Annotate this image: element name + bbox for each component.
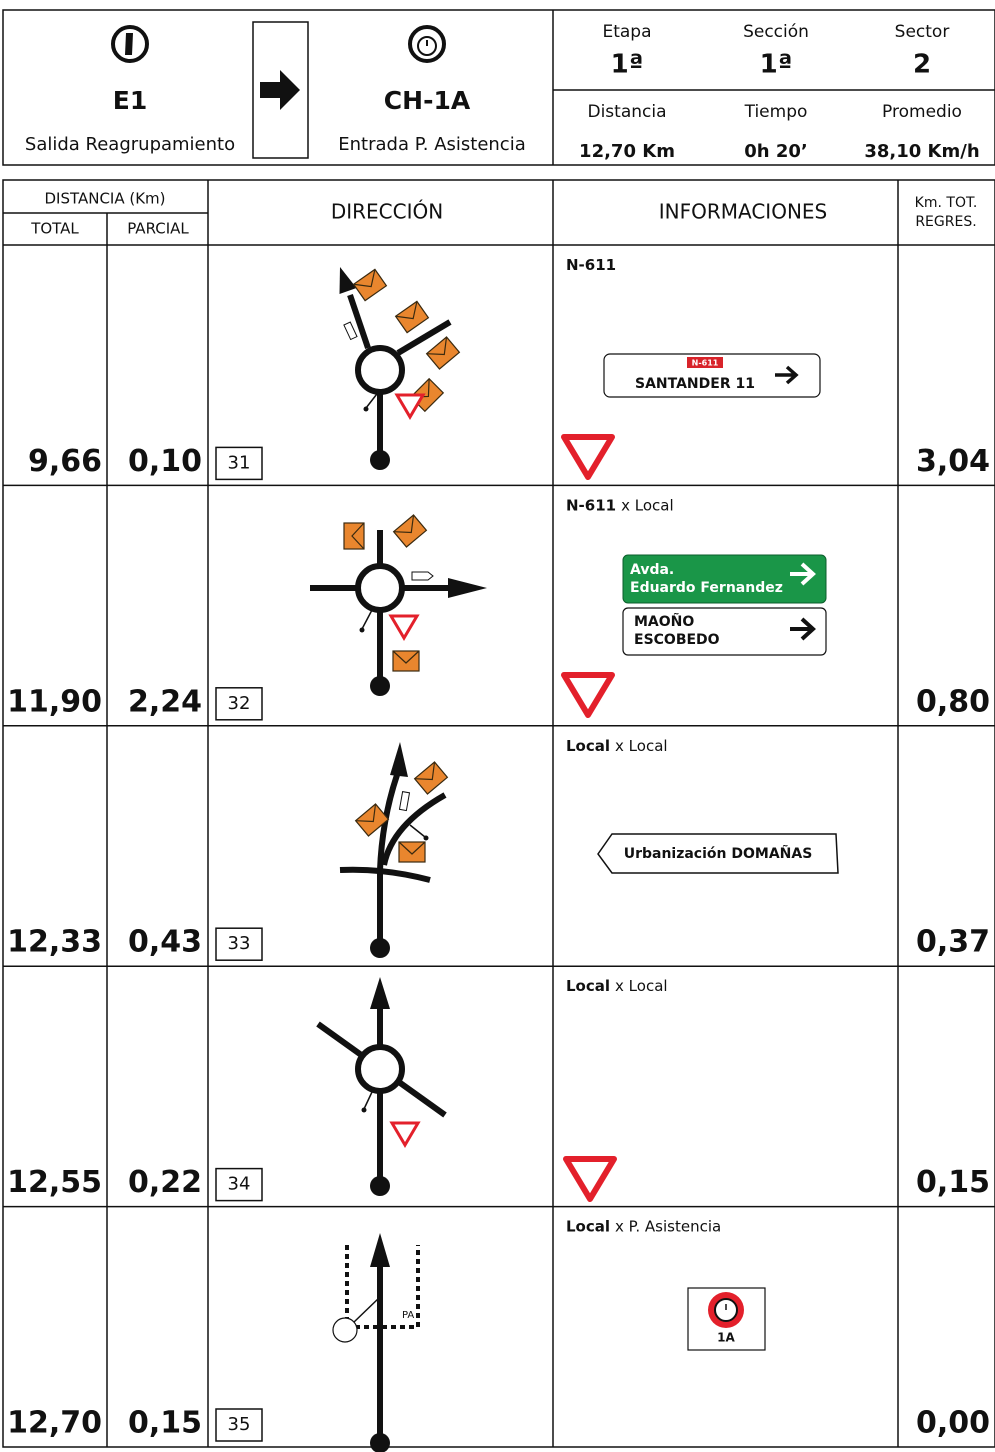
info-signs: 1A <box>687 1287 766 1351</box>
total-distance: 12,33 <box>7 925 102 960</box>
sign-text: Urbanización DOMAÑAS <box>624 845 813 862</box>
info-signs: Urbanización DOMAÑAS <box>597 833 839 874</box>
road-info: Local x P. Asistencia <box>566 1217 721 1235</box>
total-distance: 12,55 <box>7 1165 102 1200</box>
step-box <box>215 687 263 721</box>
sign-text: ESCOBEDO <box>634 632 720 648</box>
col-distance: DISTANCIA (Km) <box>44 190 165 208</box>
partial-distance: 2,24 <box>128 684 202 719</box>
step-number: 33 <box>228 933 251 954</box>
diagram-label: PA <box>402 1310 414 1321</box>
remaining-distance: 0,15 <box>916 1165 990 1200</box>
stat-value: 2 <box>913 50 931 80</box>
partial-distance: 0,15 <box>128 1406 202 1441</box>
stat-label: Distancia <box>587 102 666 122</box>
sign-text: Eduardo Fernandez <box>630 580 783 596</box>
sign-text: SANTANDER 11 <box>635 376 755 392</box>
end-code: CH-1A <box>384 86 471 115</box>
road-detail: x Local <box>615 736 668 754</box>
road: Local <box>566 1217 610 1235</box>
diagram <box>310 514 487 696</box>
diagram <box>339 267 460 470</box>
road-detail: x P. Asistencia <box>615 1217 721 1235</box>
road-info: N-611 <box>566 256 616 274</box>
step-number: 32 <box>228 693 251 714</box>
step-box <box>215 1167 263 1202</box>
partial-distance: 0,22 <box>128 1165 202 1200</box>
col-remaining: REGRES. <box>915 214 976 230</box>
diagram <box>339 742 448 958</box>
road-detail: x Local <box>621 496 674 514</box>
col-info: INFORMACIONES <box>659 200 828 224</box>
stat-label: Etapa <box>602 22 651 42</box>
stat-label: Sector <box>895 22 950 42</box>
step-number: 35 <box>228 1414 251 1435</box>
remaining-distance: 0,00 <box>916 1406 990 1441</box>
partial-distance: 0,10 <box>128 444 202 479</box>
col-direction: DIRECCIÓN <box>331 200 443 224</box>
total-distance: 11,90 <box>7 684 102 719</box>
col-total: TOTAL <box>30 220 79 238</box>
header: E1 Salida Reagrupamiento CH-1A Entrada P… <box>2 9 995 166</box>
stat-label: Tiempo <box>744 102 808 122</box>
step-number: 31 <box>228 452 251 473</box>
diagram <box>316 977 447 1196</box>
diagram: PA <box>332 1233 420 1452</box>
road: N-611 <box>566 496 616 514</box>
sign-text: MAOÑO <box>634 613 694 630</box>
step-box <box>215 1408 263 1442</box>
stat-label: Sección <box>743 22 809 42</box>
stat-value: 38,10 Km/h <box>864 141 979 162</box>
road: N-611 <box>566 256 616 274</box>
col-partial: PARCIAL <box>127 220 189 238</box>
step-box <box>215 446 263 481</box>
remaining-distance: 0,37 <box>916 925 990 960</box>
road-detail: x Local <box>615 977 668 995</box>
road: Local <box>566 736 610 754</box>
col-remaining: Km. TOT. <box>915 195 978 211</box>
total-distance: 9,66 <box>28 444 102 479</box>
stat-value: 12,70 Km <box>579 141 675 162</box>
total-distance: 12,70 <box>7 1406 102 1441</box>
road: Local <box>566 977 610 995</box>
partial-distance: 0,43 <box>128 925 202 960</box>
start-code: E1 <box>113 86 147 115</box>
arrow <box>260 70 300 110</box>
road-info: N-611 x Local <box>566 496 674 514</box>
road-info: Local x Local <box>566 736 668 754</box>
info-signs <box>566 1159 614 1199</box>
info-signs: Avda. Eduardo Fernandez MAOÑO ESCOBEDO <box>564 554 827 715</box>
stat-value: 1ª <box>611 50 644 80</box>
road-info: Local x Local <box>566 977 668 995</box>
table-frame: DISTANCIA (Km) TOTAL PARCIAL DIRECCIÓN I… <box>2 179 995 1448</box>
sign-text: Avda. <box>630 562 674 578</box>
step-number: 34 <box>228 1174 251 1195</box>
remaining-distance: 0,80 <box>916 684 990 719</box>
info-signs: N-611 SANTANDER 11 <box>564 353 821 477</box>
stat-label: Promedio <box>882 102 962 122</box>
start-icon-mark <box>125 33 133 55</box>
arrow-box <box>252 21 309 159</box>
sign-tag: N-611 <box>692 359 719 368</box>
end-icon <box>408 25 446 63</box>
remaining-distance: 3,04 <box>916 444 990 479</box>
end-label: Entrada P. Asistencia <box>338 134 525 155</box>
stat-value: 0h 20’ <box>744 141 808 162</box>
start-label: Salida Reagrupamiento <box>25 134 235 155</box>
control-code: 1A <box>717 1331 735 1345</box>
stat-value: 1ª <box>760 50 793 80</box>
step-box <box>215 927 263 961</box>
start-icon <box>111 25 149 63</box>
